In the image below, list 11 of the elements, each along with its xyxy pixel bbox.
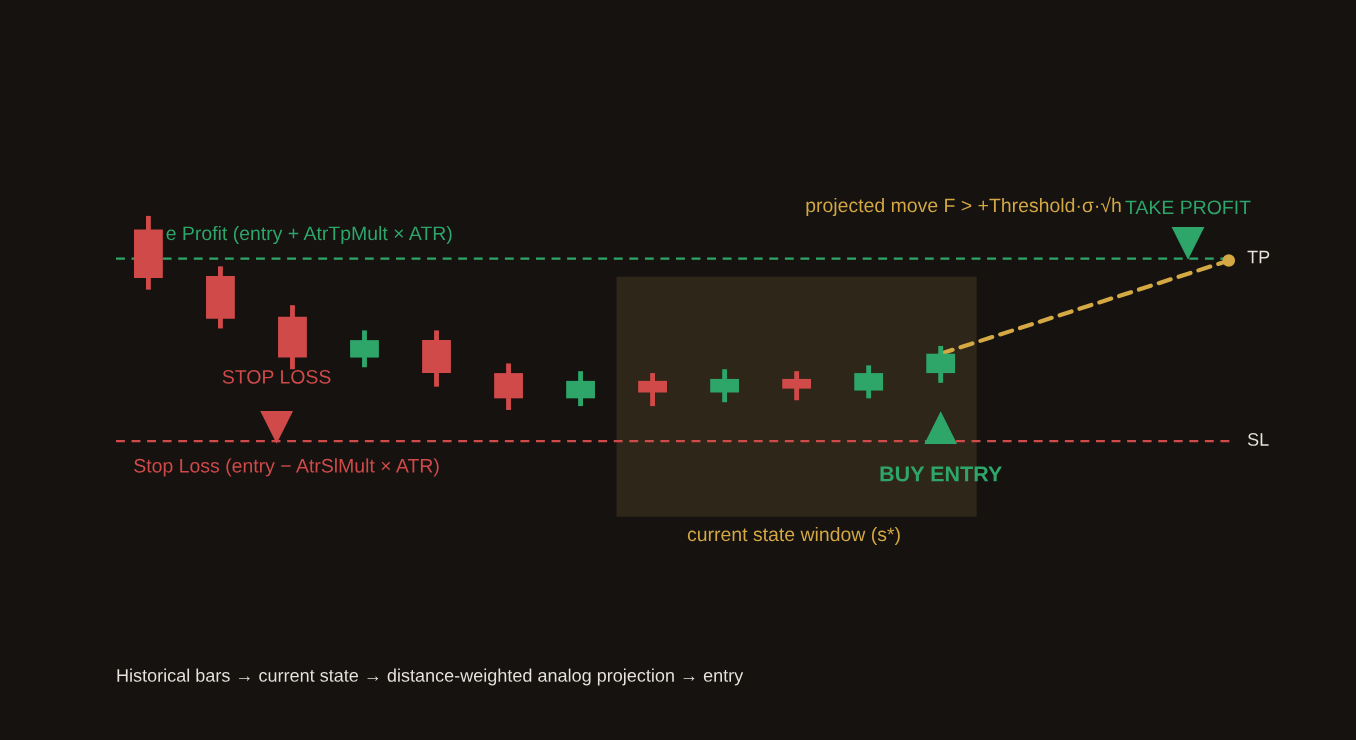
text: Historical bars → current state → distance-weighted analog projection → entry — [117, 668, 744, 686]
ref-line-label: SL — [1247, 433, 1269, 446]
annotation: STOP LOSS — [222, 369, 331, 384]
annotation: Stop Loss (entry − AtrSlMult × ATR) — [134, 458, 439, 477]
annotation: projected move F > +Threshold·σ·√h — [806, 196, 1121, 217]
text: current state window (s*) — [687, 526, 900, 546]
annotation: e Profit (entry + AtrTpMult × ATR) — [166, 225, 452, 245]
ref-line-label: TP — [1247, 250, 1270, 264]
candlestick — [782, 371, 812, 401]
annotation: BUY ENTRY — [880, 466, 1002, 482]
text: TAKE PROFIT — [1125, 200, 1251, 215]
